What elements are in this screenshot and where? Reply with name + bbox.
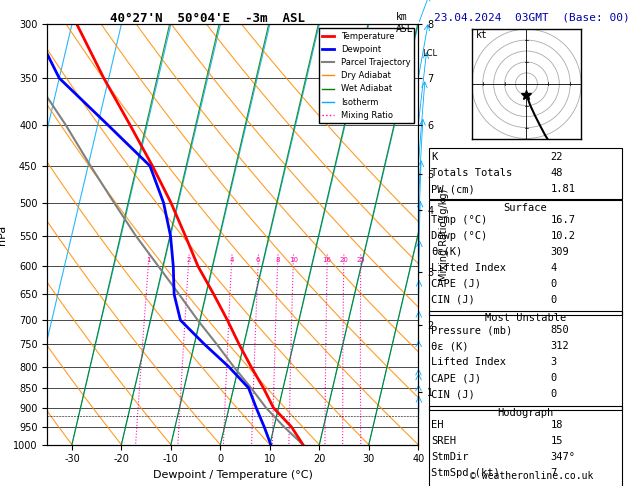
Text: θε(K): θε(K)	[431, 247, 462, 257]
Text: CAPE (J): CAPE (J)	[431, 373, 481, 383]
Text: 48: 48	[550, 168, 563, 178]
Text: StmDir: StmDir	[431, 452, 469, 462]
Text: 2: 2	[186, 258, 191, 263]
Y-axis label: Mixing Ratio (g/kg): Mixing Ratio (g/kg)	[439, 189, 449, 280]
Text: kt: kt	[476, 30, 488, 40]
Text: CAPE (J): CAPE (J)	[431, 279, 481, 289]
Text: 16: 16	[323, 258, 331, 263]
Text: km
ASL: km ASL	[396, 12, 414, 34]
Text: Lifted Index: Lifted Index	[431, 357, 506, 367]
Text: 850: 850	[550, 325, 569, 335]
Text: EH: EH	[431, 420, 443, 430]
Text: 309: 309	[550, 247, 569, 257]
Text: PW (cm): PW (cm)	[431, 184, 475, 194]
Text: 312: 312	[550, 341, 569, 351]
Text: 0: 0	[550, 389, 557, 399]
Text: 6: 6	[256, 258, 260, 263]
Text: 16.7: 16.7	[550, 215, 576, 225]
Text: CIN (J): CIN (J)	[431, 389, 475, 399]
Text: 18: 18	[550, 420, 563, 430]
Legend: Temperature, Dewpoint, Parcel Trajectory, Dry Adiabat, Wet Adiabat, Isotherm, Mi: Temperature, Dewpoint, Parcel Trajectory…	[319, 29, 414, 123]
Text: 0: 0	[550, 373, 557, 383]
Text: K: K	[431, 152, 437, 162]
Text: 0: 0	[550, 295, 557, 305]
Text: 23.04.2024  03GMT  (Base: 00): 23.04.2024 03GMT (Base: 00)	[433, 12, 629, 22]
Text: 10: 10	[289, 258, 298, 263]
Text: © weatheronline.co.uk: © weatheronline.co.uk	[470, 471, 593, 481]
Text: Dewp (°C): Dewp (°C)	[431, 231, 487, 241]
Text: Most Unstable: Most Unstable	[485, 313, 566, 323]
Text: Temp (°C): Temp (°C)	[431, 215, 487, 225]
Text: 1: 1	[147, 258, 151, 263]
Text: 1.81: 1.81	[550, 184, 576, 194]
Text: Pressure (mb): Pressure (mb)	[431, 325, 512, 335]
Text: Lifted Index: Lifted Index	[431, 263, 506, 273]
Text: 25: 25	[356, 258, 365, 263]
Y-axis label: hPa: hPa	[0, 225, 8, 244]
Text: θε (K): θε (K)	[431, 341, 469, 351]
Text: Surface: Surface	[504, 203, 547, 213]
X-axis label: Dewpoint / Temperature (°C): Dewpoint / Temperature (°C)	[153, 470, 313, 480]
Text: 22: 22	[550, 152, 563, 162]
Text: 7: 7	[550, 468, 557, 478]
Text: 10.2: 10.2	[550, 231, 576, 241]
Text: LCL: LCL	[422, 49, 437, 58]
Text: 8: 8	[276, 258, 280, 263]
Text: SREH: SREH	[431, 436, 456, 446]
Text: Hodograph: Hodograph	[498, 408, 554, 418]
Text: 15: 15	[550, 436, 563, 446]
Text: Totals Totals: Totals Totals	[431, 168, 512, 178]
Text: StmSpd (kt): StmSpd (kt)	[431, 468, 499, 478]
Text: 347°: 347°	[550, 452, 576, 462]
Text: 40°27'N  50°04'E  -3m  ASL: 40°27'N 50°04'E -3m ASL	[110, 12, 305, 25]
Text: CIN (J): CIN (J)	[431, 295, 475, 305]
Text: 3: 3	[550, 357, 557, 367]
Text: 0: 0	[550, 279, 557, 289]
Text: 4: 4	[230, 258, 234, 263]
Text: 20: 20	[339, 258, 348, 263]
Text: 4: 4	[550, 263, 557, 273]
